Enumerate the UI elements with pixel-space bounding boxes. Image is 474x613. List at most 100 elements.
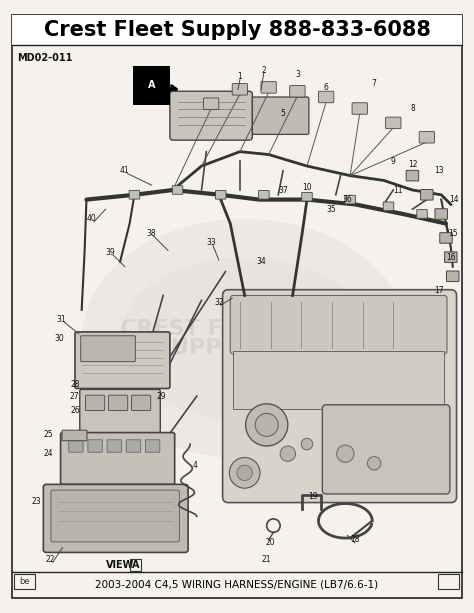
FancyBboxPatch shape <box>290 85 305 97</box>
FancyBboxPatch shape <box>61 433 175 484</box>
Bar <box>233 351 444 409</box>
Text: 22: 22 <box>46 555 55 563</box>
Circle shape <box>229 457 260 488</box>
FancyBboxPatch shape <box>146 440 160 452</box>
FancyBboxPatch shape <box>420 189 433 200</box>
FancyBboxPatch shape <box>419 132 435 143</box>
Text: 13: 13 <box>435 166 444 175</box>
FancyBboxPatch shape <box>322 405 450 494</box>
Text: 41: 41 <box>120 166 129 175</box>
Text: 31: 31 <box>57 315 66 324</box>
FancyBboxPatch shape <box>43 484 188 552</box>
Text: 24: 24 <box>43 449 53 458</box>
Text: 20: 20 <box>266 538 275 547</box>
FancyBboxPatch shape <box>302 192 312 201</box>
Ellipse shape <box>82 219 408 459</box>
Circle shape <box>367 457 381 470</box>
FancyBboxPatch shape <box>109 395 128 411</box>
FancyBboxPatch shape <box>252 97 309 134</box>
FancyBboxPatch shape <box>447 271 459 281</box>
Text: 2003-2004 C4,5 WIRING HARNESS/ENGINE (LB7/6.6-1): 2003-2004 C4,5 WIRING HARNESS/ENGINE (LB… <box>95 579 379 589</box>
Text: 1: 1 <box>237 72 242 82</box>
Text: 17: 17 <box>435 286 444 295</box>
Circle shape <box>301 438 313 450</box>
FancyBboxPatch shape <box>75 332 170 389</box>
Text: 27: 27 <box>69 392 79 401</box>
Text: A: A <box>148 80 155 91</box>
FancyBboxPatch shape <box>80 389 160 433</box>
Text: VIEW: VIEW <box>106 560 134 570</box>
Bar <box>14 574 35 589</box>
FancyBboxPatch shape <box>215 191 226 199</box>
Text: 40: 40 <box>86 215 96 223</box>
FancyBboxPatch shape <box>51 490 180 542</box>
FancyBboxPatch shape <box>345 196 356 204</box>
FancyBboxPatch shape <box>232 83 247 95</box>
Text: Crest Fleet Supply 888-833-6088: Crest Fleet Supply 888-833-6088 <box>44 20 430 40</box>
FancyBboxPatch shape <box>129 191 140 199</box>
Text: 18: 18 <box>350 536 360 544</box>
Text: 38: 38 <box>147 229 156 238</box>
Text: 26: 26 <box>70 406 80 415</box>
Circle shape <box>237 465 252 481</box>
FancyBboxPatch shape <box>62 430 87 441</box>
FancyBboxPatch shape <box>259 191 269 199</box>
FancyBboxPatch shape <box>406 170 419 181</box>
Text: 29: 29 <box>156 392 166 401</box>
FancyBboxPatch shape <box>261 82 276 93</box>
Text: 3: 3 <box>295 70 300 80</box>
Text: 23: 23 <box>32 497 41 506</box>
FancyBboxPatch shape <box>440 233 452 243</box>
Text: be: be <box>19 577 29 585</box>
Text: 39: 39 <box>106 248 115 257</box>
Text: 25: 25 <box>43 430 53 439</box>
FancyBboxPatch shape <box>107 440 121 452</box>
Bar <box>438 574 459 589</box>
Text: 37: 37 <box>278 186 288 194</box>
FancyBboxPatch shape <box>131 395 151 411</box>
FancyBboxPatch shape <box>223 290 456 503</box>
FancyBboxPatch shape <box>81 336 136 362</box>
Text: 10: 10 <box>302 183 312 192</box>
Ellipse shape <box>120 257 369 420</box>
Circle shape <box>337 445 354 462</box>
Text: 9: 9 <box>391 157 396 166</box>
Text: 7: 7 <box>372 79 376 88</box>
Circle shape <box>280 446 295 462</box>
FancyBboxPatch shape <box>126 440 141 452</box>
Text: 28: 28 <box>70 380 80 389</box>
Text: SUPPLY: SUPPLY <box>155 338 248 358</box>
FancyBboxPatch shape <box>417 210 428 218</box>
Text: 30: 30 <box>55 334 64 343</box>
Text: 36: 36 <box>342 195 352 204</box>
Text: 6: 6 <box>324 83 328 92</box>
Text: CREST FLEET: CREST FLEET <box>120 319 283 339</box>
Text: 4: 4 <box>192 461 197 470</box>
Text: 5: 5 <box>281 109 285 118</box>
Text: 14: 14 <box>449 195 458 204</box>
Bar <box>129 559 141 571</box>
Text: 12: 12 <box>408 159 417 169</box>
Text: 33: 33 <box>206 238 216 247</box>
FancyBboxPatch shape <box>445 252 457 262</box>
Text: 21: 21 <box>262 555 272 563</box>
FancyBboxPatch shape <box>172 186 183 194</box>
FancyBboxPatch shape <box>88 440 102 452</box>
Text: A: A <box>132 560 139 570</box>
Text: 8: 8 <box>410 104 415 113</box>
FancyBboxPatch shape <box>435 208 447 219</box>
FancyBboxPatch shape <box>383 202 394 211</box>
FancyBboxPatch shape <box>352 103 367 114</box>
Text: 16: 16 <box>446 253 456 262</box>
Text: 15: 15 <box>448 229 457 238</box>
Circle shape <box>255 413 278 436</box>
FancyBboxPatch shape <box>319 91 334 103</box>
FancyBboxPatch shape <box>85 395 105 411</box>
Circle shape <box>246 404 288 446</box>
Bar <box>12 15 462 45</box>
FancyBboxPatch shape <box>386 117 401 129</box>
FancyBboxPatch shape <box>203 98 219 110</box>
Text: 11: 11 <box>393 186 403 194</box>
FancyBboxPatch shape <box>170 91 252 140</box>
Text: MD02-011: MD02-011 <box>18 53 73 63</box>
